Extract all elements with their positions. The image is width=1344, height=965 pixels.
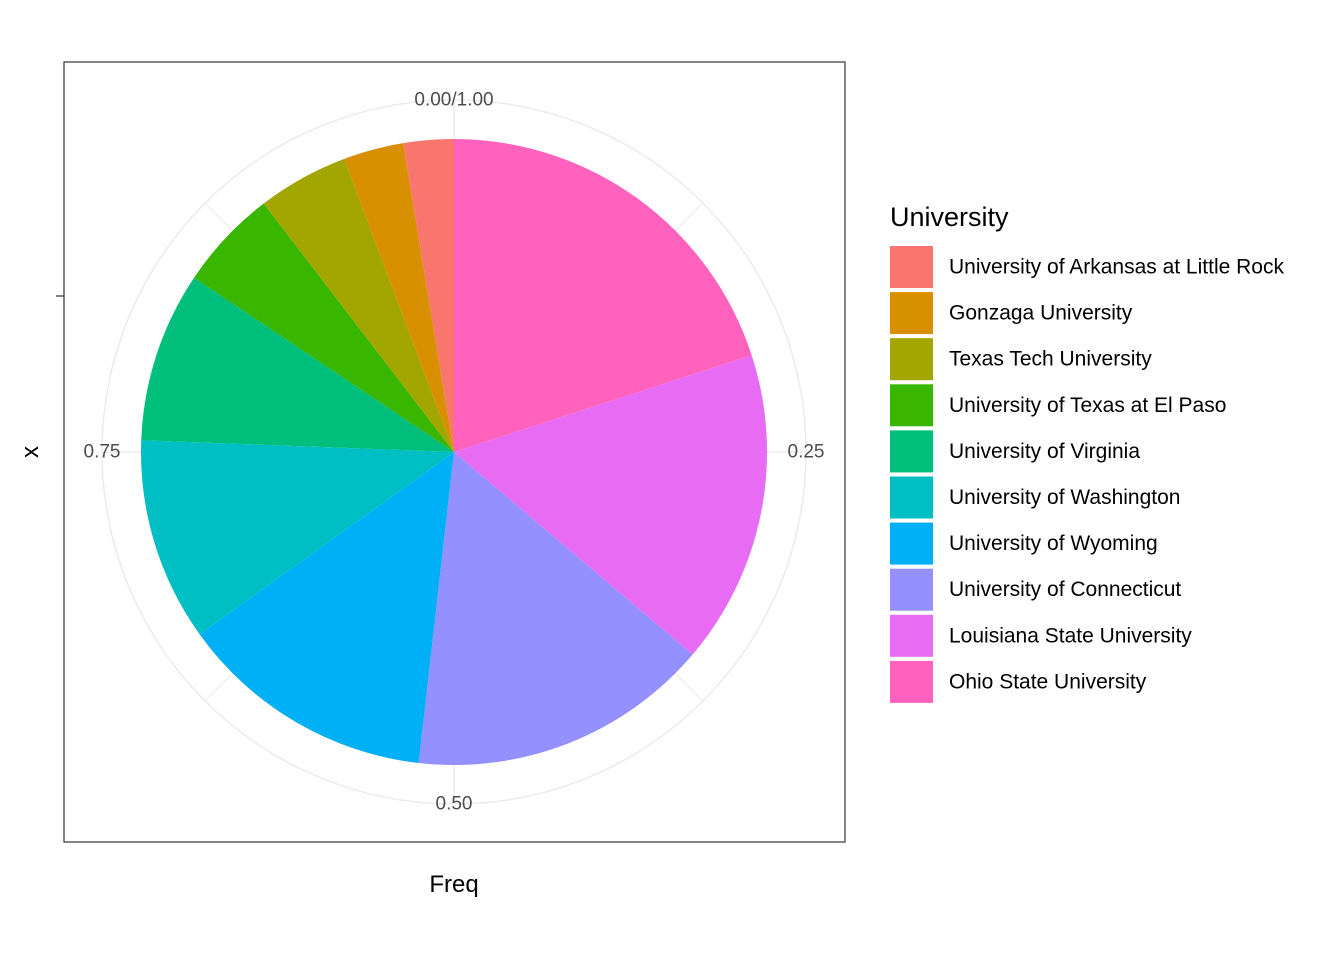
- legend-item: University of Connecticut: [890, 568, 1181, 611]
- legend-swatch: [890, 430, 933, 473]
- legend-swatch: [890, 292, 933, 335]
- legend-label: Texas Tech University: [949, 348, 1152, 371]
- legend-item: Gonzaga University: [890, 292, 1133, 335]
- legend-item: University of Arkansas at Little Rock: [890, 246, 1284, 288]
- legend-label: Louisiana State University: [949, 624, 1192, 647]
- theta-tick-labels: 0.00/1.00 0.25 0.50 0.75: [84, 90, 825, 815]
- theta-tick-label: 0.50: [436, 794, 473, 815]
- legend-label: University of Washington: [949, 486, 1180, 509]
- legend-swatch: [890, 522, 933, 565]
- legend-label: University of Virginia: [949, 440, 1140, 463]
- legend: University University of Arkansas at Lit…: [890, 202, 1284, 703]
- pie-slice: [141, 440, 455, 635]
- pie-slice: [344, 143, 454, 452]
- legend-swatch: [890, 246, 933, 288]
- pie-slice: [454, 355, 767, 655]
- legend-swatch: [890, 614, 933, 657]
- pie-slice: [194, 203, 454, 452]
- legend-item: University of Washington: [890, 476, 1180, 519]
- legend-swatch: [890, 568, 933, 611]
- pie-slice: [403, 139, 454, 452]
- x-axis-title: Freq: [429, 871, 478, 898]
- legend-item: University of Texas at El Paso: [890, 384, 1226, 427]
- pie-slices: [141, 139, 767, 766]
- legend-item: Texas Tech University: [890, 338, 1152, 381]
- legend-label: University of Arkansas at Little Rock: [949, 256, 1284, 279]
- legend-label: Ohio State University: [949, 670, 1147, 693]
- legend-item: University of Wyoming: [890, 522, 1158, 565]
- theta-tick-label: 0.75: [84, 442, 121, 463]
- legend-swatch: [890, 384, 933, 427]
- pie-slice: [454, 139, 752, 452]
- y-axis-title: x: [17, 446, 44, 458]
- legend-label: University of Connecticut: [949, 578, 1181, 601]
- theta-tick-label: 0.00/1.00: [414, 90, 493, 111]
- pie-slice: [199, 452, 454, 764]
- legend-item: University of Virginia: [890, 430, 1140, 473]
- pie-slice: [141, 277, 454, 452]
- pie-slice: [263, 158, 454, 453]
- legend-label: University of Wyoming: [949, 532, 1158, 555]
- legend-title: University: [890, 202, 1009, 232]
- legend-item: Louisiana State University: [890, 614, 1192, 657]
- legend-label: University of Texas at El Paso: [949, 394, 1226, 417]
- legend-swatch: [890, 476, 933, 519]
- pie-slice: [418, 452, 693, 766]
- legend-label: Gonzaga University: [949, 302, 1133, 325]
- legend-items: University of Arkansas at Little Rock Gon…: [890, 246, 1284, 703]
- legend-item: Ohio State University: [890, 660, 1147, 703]
- theta-tick-label: 0.25: [788, 442, 825, 463]
- legend-swatch: [890, 660, 933, 703]
- legend-swatch: [890, 338, 933, 381]
